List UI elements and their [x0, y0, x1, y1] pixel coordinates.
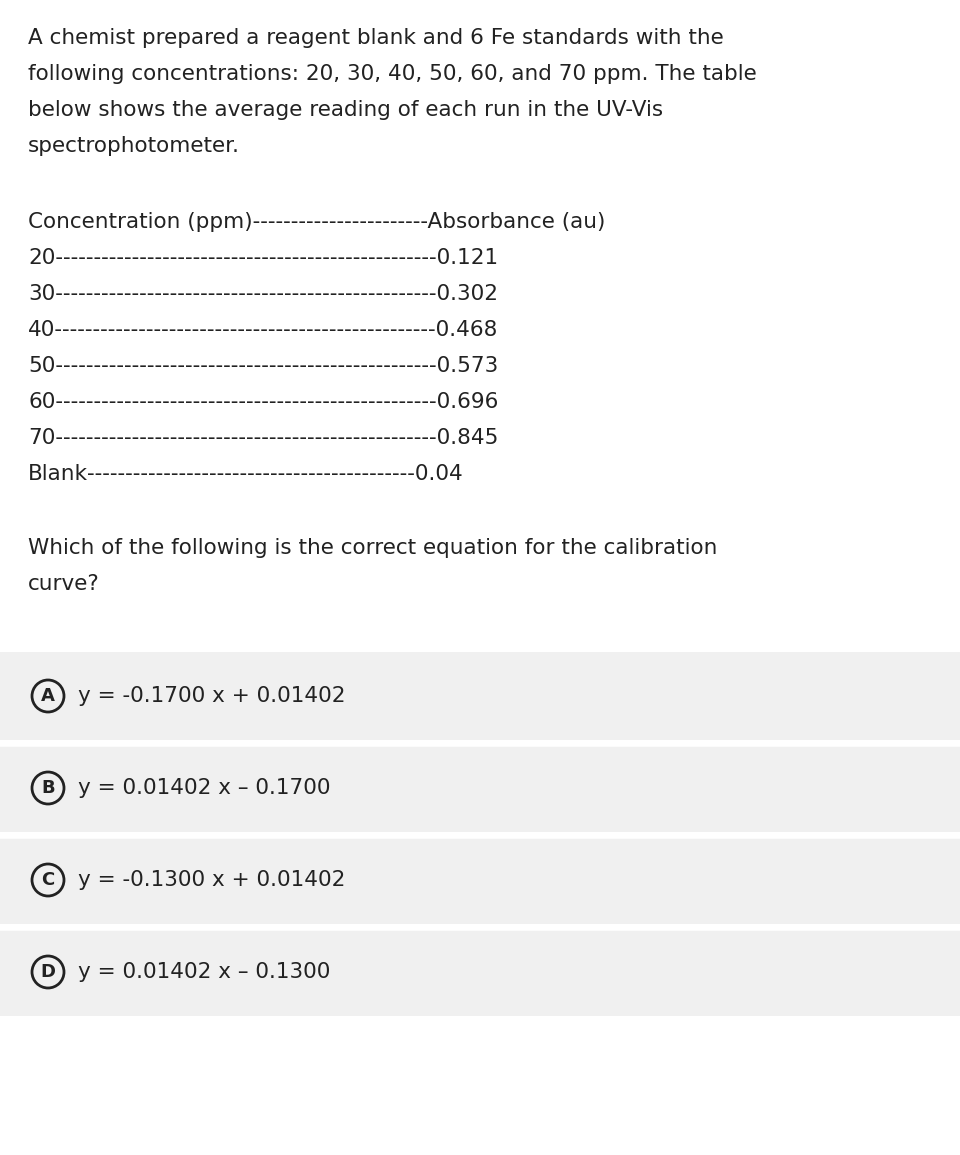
- Text: y = -0.1700 x + 0.01402: y = -0.1700 x + 0.01402: [78, 686, 346, 706]
- Text: spectrophotometer.: spectrophotometer.: [28, 136, 240, 156]
- Text: y = -0.1300 x + 0.01402: y = -0.1300 x + 0.01402: [78, 870, 346, 891]
- Bar: [0, 927, 960, 1016]
- Text: 40--------------------------------------------------0.468: 40--------------------------------------…: [28, 320, 498, 340]
- Text: 60--------------------------------------------------0.696: 60--------------------------------------…: [28, 392, 498, 412]
- Text: A: A: [41, 687, 55, 705]
- Text: following concentrations: 20, 30, 40, 50, 60, and 70 ppm. The table: following concentrations: 20, 30, 40, 50…: [28, 64, 756, 84]
- Text: Concentration (ppm)-----------------------Absorbance (au): Concentration (ppm)---------------------…: [28, 213, 606, 232]
- Text: 50--------------------------------------------------0.573: 50--------------------------------------…: [28, 356, 498, 377]
- Bar: [0, 836, 960, 924]
- Bar: [0, 744, 960, 832]
- Text: y = 0.01402 x – 0.1700: y = 0.01402 x – 0.1700: [78, 778, 330, 798]
- Text: D: D: [40, 963, 56, 981]
- Text: 30--------------------------------------------------0.302: 30--------------------------------------…: [28, 284, 498, 304]
- Text: 20--------------------------------------------------0.121: 20--------------------------------------…: [28, 248, 498, 268]
- Text: curve?: curve?: [28, 574, 100, 594]
- Text: below shows the average reading of each run in the UV-Vis: below shows the average reading of each …: [28, 100, 663, 120]
- Text: y = 0.01402 x – 0.1300: y = 0.01402 x – 0.1300: [78, 962, 330, 982]
- Text: Blank-------------------------------------------0.04: Blank-----------------------------------…: [28, 464, 464, 484]
- Text: 70--------------------------------------------------0.845: 70--------------------------------------…: [28, 429, 498, 448]
- Text: C: C: [41, 871, 55, 889]
- Text: A chemist prepared a reagent blank and 6 Fe standards with the: A chemist prepared a reagent blank and 6…: [28, 28, 724, 49]
- Text: B: B: [41, 778, 55, 797]
- Bar: [0, 653, 960, 740]
- Text: Which of the following is the correct equation for the calibration: Which of the following is the correct eq…: [28, 538, 717, 558]
